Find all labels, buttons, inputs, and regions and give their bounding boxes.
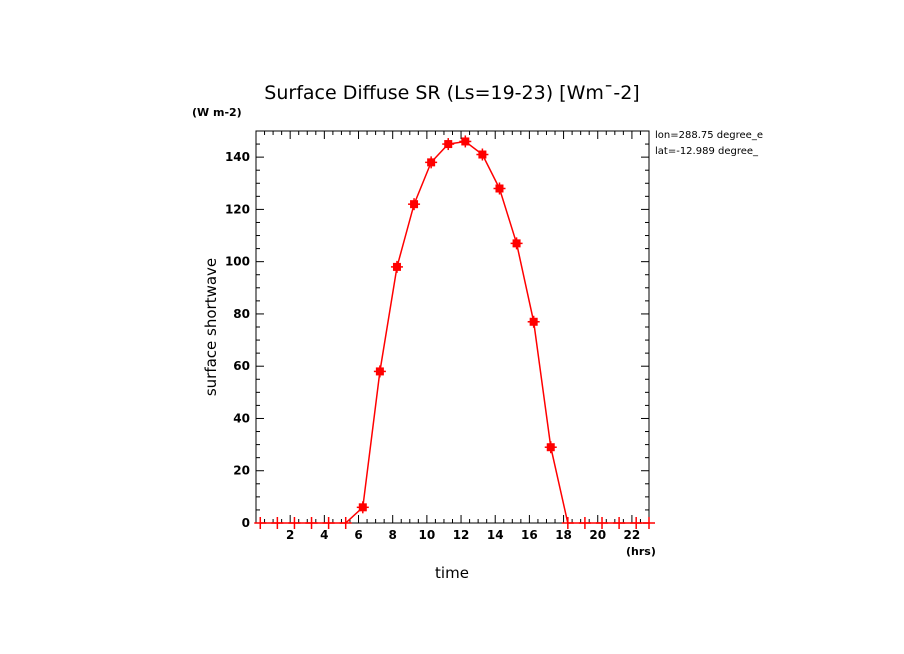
x-tick-label: 12 bbox=[453, 528, 470, 542]
data-point bbox=[459, 135, 472, 148]
data-point bbox=[561, 517, 574, 529]
y-tick-labels: 0 20 40 60 80 100 120 140 bbox=[225, 150, 250, 530]
y-tick-label: 60 bbox=[233, 359, 250, 373]
axis-ticks bbox=[255, 130, 650, 524]
data-point bbox=[578, 517, 591, 529]
y-tick-label: 20 bbox=[233, 464, 250, 478]
series-line bbox=[260, 140, 649, 524]
data-markers bbox=[254, 135, 655, 529]
x-tick-label: 16 bbox=[521, 528, 538, 542]
x-axis-units: (hrs) bbox=[626, 545, 656, 558]
data-point bbox=[493, 182, 506, 195]
plot-frame bbox=[255, 130, 650, 524]
data-point bbox=[339, 517, 352, 529]
x-axis-label: time bbox=[435, 564, 469, 582]
data-point bbox=[288, 517, 301, 529]
data-point bbox=[613, 517, 626, 529]
x-tick-label: 6 bbox=[354, 528, 362, 542]
x-tick-label: 4 bbox=[320, 528, 328, 542]
data-point bbox=[596, 517, 609, 529]
y-axis-label: surface shortwave bbox=[202, 258, 220, 396]
y-tick-label: 120 bbox=[225, 202, 250, 216]
data-point bbox=[476, 148, 489, 161]
x-tick-label: 14 bbox=[487, 528, 504, 542]
annotation-lon: lon=288.75 degree_e bbox=[655, 130, 763, 141]
x-tick-labels: 2 4 6 8 10 12 14 16 18 20 22 bbox=[286, 528, 640, 542]
x-tick-label: 2 bbox=[286, 528, 294, 542]
data-point bbox=[390, 260, 403, 273]
y-tick-label: 140 bbox=[225, 150, 250, 164]
data-point bbox=[510, 237, 523, 250]
data-point bbox=[408, 198, 421, 211]
y-tick-label: 0 bbox=[242, 516, 250, 530]
data-point bbox=[643, 517, 655, 529]
y-tick-label: 40 bbox=[233, 411, 250, 425]
data-point bbox=[544, 441, 557, 454]
data-point bbox=[305, 517, 318, 529]
data-point bbox=[356, 501, 369, 514]
annotation-lat: lat=-12.989 degree_ bbox=[655, 146, 759, 157]
data-point bbox=[425, 156, 438, 169]
y-axis-units: (W m-2) bbox=[192, 106, 242, 119]
data-point bbox=[322, 517, 335, 529]
data-point bbox=[630, 517, 643, 529]
x-tick-label: 18 bbox=[555, 528, 572, 542]
x-tick-label: 20 bbox=[589, 528, 606, 542]
data-point bbox=[254, 517, 267, 529]
y-tick-label: 80 bbox=[233, 307, 250, 321]
chart-title: Surface Diffuse SR (Ls=19-23) [Wm¯-2] bbox=[264, 82, 639, 104]
y-tick-label: 100 bbox=[225, 255, 250, 269]
x-tick-label: 8 bbox=[389, 528, 397, 542]
data-point bbox=[373, 365, 386, 378]
data-point bbox=[271, 517, 284, 529]
data-point bbox=[442, 138, 455, 151]
x-tick-label: 22 bbox=[624, 528, 641, 542]
data-point bbox=[527, 315, 540, 328]
x-tick-label: 10 bbox=[419, 528, 436, 542]
